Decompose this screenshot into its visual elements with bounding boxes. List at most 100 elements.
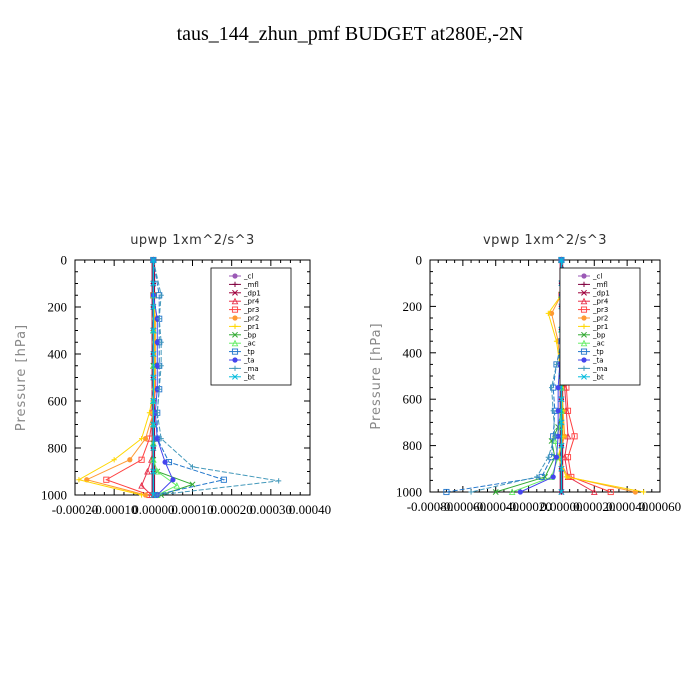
chart-1-point-bp	[492, 489, 499, 495]
chart-0-legend-marker	[232, 373, 238, 380]
chart-0-point-pr1	[138, 436, 145, 442]
chart-0-point-pr4	[138, 481, 145, 489]
chart-1-legend-label: _cl	[592, 273, 602, 281]
chart-1-point-ta	[555, 385, 561, 391]
chart-1-legend-label: _dp1	[592, 289, 610, 297]
chart-1-legend-label: _tp	[592, 348, 604, 356]
chart-1-legend-label: _bt	[592, 373, 604, 381]
chart-0-legend-label: _mfl	[243, 281, 259, 289]
chart-0-x-tick-label: -0.00010	[91, 502, 138, 517]
chart-1-legend-label: _pr4	[592, 298, 609, 306]
chart-1-point-pr3	[607, 488, 614, 496]
chart-1-legend-label: _mfl	[592, 281, 608, 289]
chart-0-point-ma	[189, 464, 196, 470]
chart-0-legend-marker	[232, 281, 238, 287]
chart-0-point-ma	[156, 316, 162, 322]
chart-0-point-pr3	[138, 456, 145, 463]
chart-1-point-tp	[443, 488, 450, 496]
chart-0-y-tick-label: 600	[48, 394, 68, 409]
chart-1-point-ta	[553, 454, 560, 460]
chart-1-legend-marker	[581, 323, 587, 329]
chart-0-point-ta	[154, 436, 160, 442]
chart-1-legend-marker	[581, 289, 587, 296]
chart-1-point-ta	[517, 489, 523, 495]
chart-0-point-ma	[158, 363, 164, 369]
chart-0-x-tick-label: -0.00020	[52, 502, 99, 517]
chart-0-legend-marker	[232, 273, 238, 279]
chart-1-point-ma	[534, 474, 540, 480]
chart-0-legend-marker	[231, 339, 239, 347]
chart-1-point-ma	[548, 385, 555, 391]
chart-1-legend-marker	[581, 273, 587, 279]
chart-1-x-tick-label: 0.00040	[606, 499, 648, 514]
chart-1-y-tick-label: 1000	[396, 485, 422, 500]
chart-0-legend-marker	[232, 357, 238, 363]
chart-0-y-axis-label: Pressure [hPa]	[14, 324, 29, 431]
chart-0-legend-label: _dp1	[243, 289, 261, 297]
chart-1-y-tick-label: 200	[403, 299, 423, 314]
chart-1-legend-label: _ta	[592, 357, 604, 365]
chart-0-point-pr1	[138, 492, 145, 498]
chart-0-legend-label: _pr3	[243, 306, 259, 314]
chart-0-legend-marker	[232, 315, 238, 321]
chart-1-point-ma	[552, 433, 558, 439]
chart-0-point-bt	[150, 280, 157, 287]
chart-0-point-ma	[276, 478, 282, 484]
chart-0-title: upwp 1xm^2/s^3	[130, 233, 255, 248]
chart-1-legend-marker	[580, 306, 588, 313]
chart-1-y-tick-label: 600	[403, 392, 423, 407]
chart-1-point-ta	[555, 433, 561, 439]
chart-0-point-pr2	[142, 436, 149, 442]
chart-1-x-tick-label: 0.00060	[639, 499, 681, 514]
chart-1-point-ac	[508, 488, 516, 496]
chart-0-y-tick-label: 1000	[41, 488, 67, 503]
chart-1-x-tick-label: -0.00040	[472, 499, 519, 514]
chart-1-y-tick-label: 0	[416, 253, 423, 268]
chart-1-series-line-tp	[446, 259, 572, 493]
chart-0-point-pr4	[144, 467, 151, 475]
chart-1-x-tick-label: 0.00020	[573, 499, 615, 514]
chart-1-point-ma	[553, 361, 560, 367]
chart-0-point-bt	[150, 445, 157, 451]
chart-1-point-pr1	[640, 489, 647, 495]
chart-0-x-tick-label: 0.00040	[289, 502, 331, 517]
chart-0-legend-label: _bt	[243, 373, 255, 381]
chart-0-legend	[210, 267, 292, 386]
chart-1-point-bt	[558, 419, 565, 426]
chart-0-point-bt	[150, 327, 157, 334]
chart-1-y-tick-label: 400	[403, 345, 423, 360]
chart-0-point-bt	[150, 304, 157, 310]
chart-1-legend-marker	[581, 315, 587, 321]
chart-0-legend-marker	[232, 365, 238, 371]
upwp-panel: upwp 1xm^2/s^3 Pressure [hPa] -0.00020-0.0…	[14, 233, 331, 517]
chart-0-legend-marker	[232, 331, 238, 338]
chart-0-point-bt	[150, 421, 157, 428]
chart-1-point-ta	[550, 474, 556, 480]
chart-1-point-pr4	[561, 453, 569, 461]
chart-0-legend-label: _tp	[243, 348, 255, 356]
chart-1-legend-label: _ma	[592, 365, 608, 373]
chart-1-legend-label: _bp	[592, 331, 606, 339]
chart-1-x-tick-label: -0.00080	[407, 499, 454, 514]
chart-0-x-tick-label: 0.00000	[132, 502, 174, 517]
chart-0-point-ta	[154, 339, 160, 345]
chart-0-x-tick-label: 0.00020	[211, 502, 253, 517]
chart-0-legend-marker	[231, 297, 239, 305]
chart-0-point-ma	[154, 492, 160, 498]
chart-0-point-bp	[189, 481, 196, 488]
chart-1-point-pr1	[545, 310, 551, 316]
chart-1-point-bt	[558, 442, 565, 449]
chart-0-legend-label: _pr4	[243, 298, 260, 306]
chart-0-point-ma	[156, 386, 162, 392]
chart-0-legend-label: _bp	[243, 331, 257, 339]
chart-0-x-tick-label: 0.00030	[250, 502, 292, 517]
chart-0-legend-label: _cl	[243, 273, 253, 281]
chart-1-point-pr3	[564, 454, 572, 461]
chart-0-point-bt	[150, 257, 157, 263]
chart-1-x-tick-label: -0.00060	[440, 499, 487, 514]
figure-title: taus_144_zhun_pmf BUDGET at280E,-2N	[177, 23, 524, 45]
chart-0-point-bt	[150, 468, 157, 475]
chart-0-point-pr2	[127, 457, 133, 463]
chart-0-legend-marker	[232, 323, 238, 329]
